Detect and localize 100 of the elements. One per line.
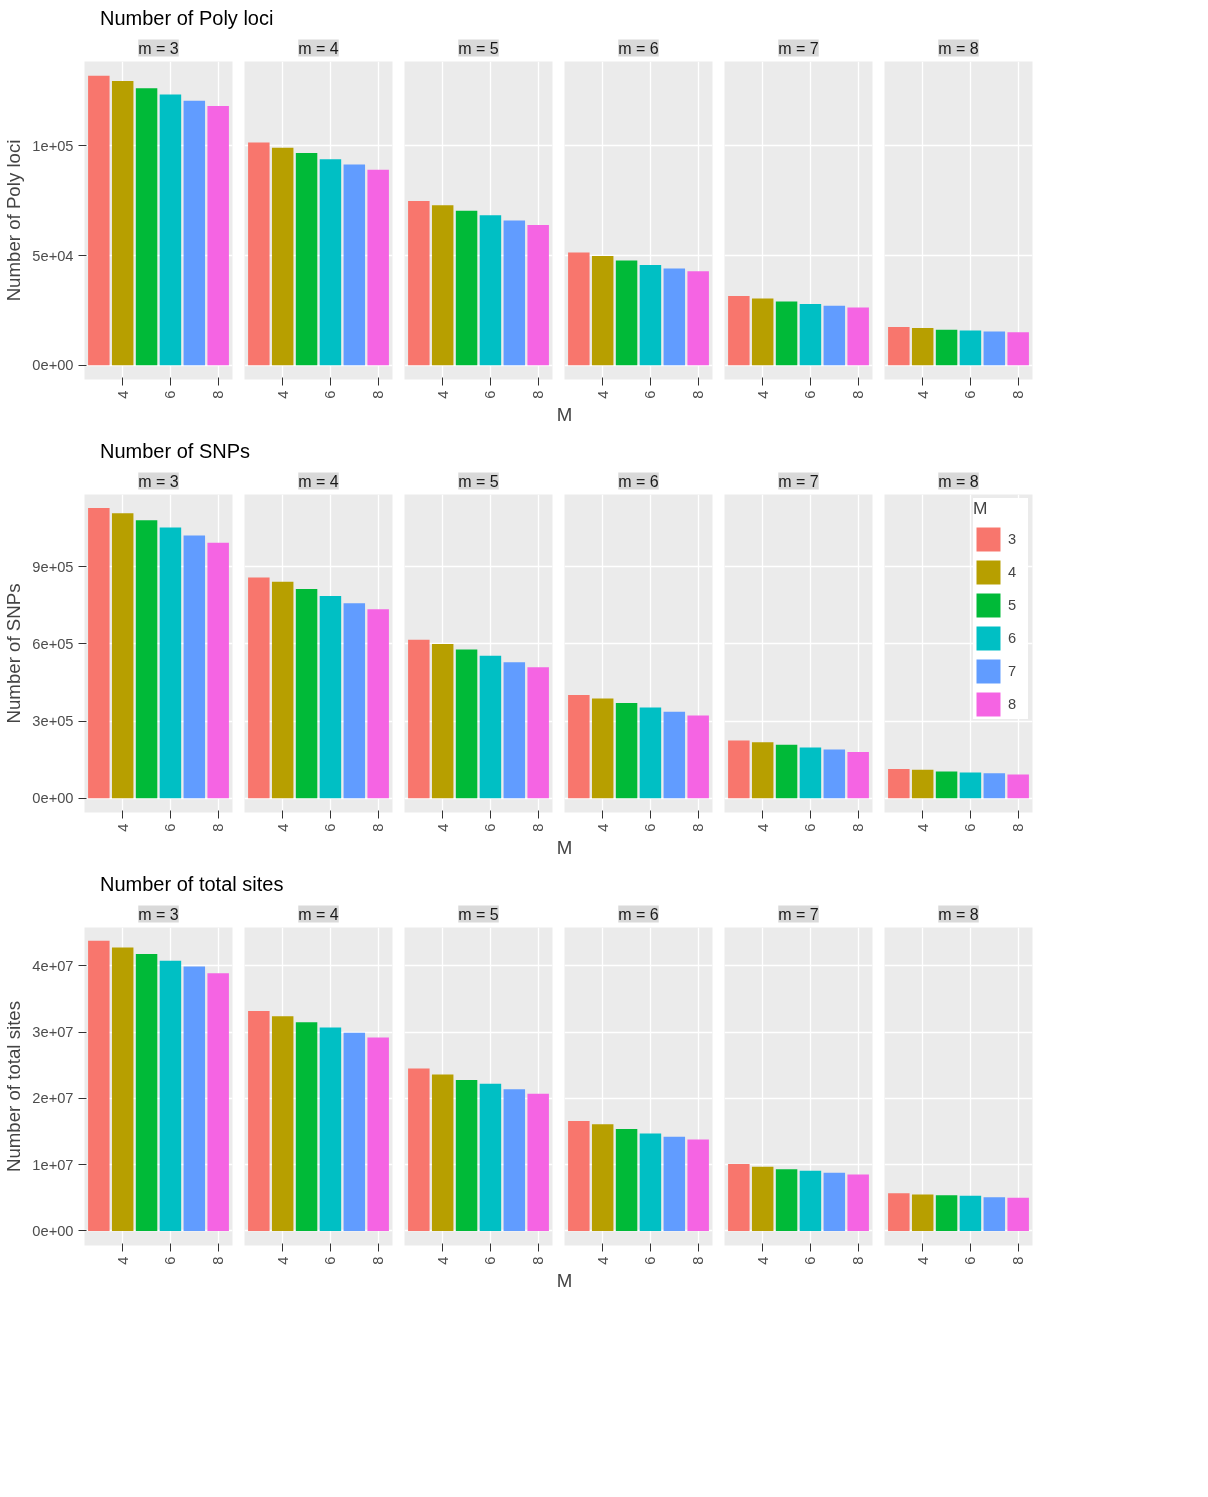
y-tick-label: 1e+05 bbox=[32, 137, 74, 154]
chart-subtitle: m = 8 bbox=[938, 472, 979, 490]
x-tick-label: 4 bbox=[594, 823, 611, 832]
bar bbox=[775, 301, 798, 366]
bar bbox=[639, 265, 662, 366]
x-tick-label: 8 bbox=[370, 1256, 387, 1265]
x-tick-label: 8 bbox=[850, 823, 867, 832]
x-tick-label: 6 bbox=[962, 390, 979, 399]
bar bbox=[319, 1027, 342, 1231]
y-tick-label: 1e+07 bbox=[32, 1156, 74, 1173]
x-tick-label: 4 bbox=[754, 390, 771, 399]
x-tick-label: 4 bbox=[914, 1256, 931, 1265]
legend-label: 8 bbox=[1008, 696, 1018, 712]
bar bbox=[728, 1164, 750, 1231]
bar bbox=[775, 1169, 798, 1231]
x-tick-label: 6 bbox=[162, 823, 179, 832]
bar bbox=[568, 695, 590, 799]
chart-subtitle: m = 6 bbox=[618, 905, 659, 923]
x-tick-label: 8 bbox=[210, 823, 227, 832]
chart-subtitle: m = 6 bbox=[618, 39, 659, 57]
bar bbox=[639, 707, 662, 799]
bar bbox=[639, 1133, 662, 1231]
bar bbox=[159, 527, 182, 799]
y-tick-label: 5e+04 bbox=[32, 247, 74, 264]
x-tick-label: 8 bbox=[370, 390, 387, 399]
bar bbox=[431, 205, 454, 366]
bar bbox=[319, 595, 342, 799]
bar bbox=[799, 1170, 822, 1231]
bar bbox=[367, 1037, 389, 1231]
bar bbox=[88, 507, 110, 799]
bar bbox=[663, 268, 686, 366]
bar bbox=[408, 639, 430, 799]
bar bbox=[847, 1174, 869, 1231]
bar bbox=[847, 307, 869, 366]
legend-label: 5 bbox=[1008, 597, 1018, 613]
chart-subtitle: m = 6 bbox=[618, 472, 659, 490]
x-tick-label: 4 bbox=[594, 1256, 611, 1265]
x-tick-label: 8 bbox=[1010, 390, 1027, 399]
bar bbox=[615, 260, 638, 366]
x-tick-label: 8 bbox=[530, 823, 547, 832]
x-tick-label: 6 bbox=[482, 823, 499, 832]
bar bbox=[295, 1022, 318, 1231]
x-tick-label: 8 bbox=[690, 823, 707, 832]
y-tick-label: 0e+00 bbox=[32, 790, 74, 807]
x-tick-label: 8 bbox=[690, 390, 707, 399]
bar bbox=[503, 662, 526, 799]
bar bbox=[591, 698, 614, 799]
bar bbox=[207, 542, 229, 799]
x-tick-label: 4 bbox=[914, 823, 931, 832]
bar bbox=[503, 1089, 526, 1231]
x-tick-label: 6 bbox=[642, 823, 659, 832]
bar bbox=[248, 1010, 270, 1231]
bar bbox=[568, 252, 590, 366]
bar bbox=[88, 75, 110, 366]
x-tick-label: 6 bbox=[162, 1256, 179, 1265]
bar bbox=[111, 513, 134, 799]
x-tick-label: 4 bbox=[594, 390, 611, 399]
bar bbox=[728, 295, 750, 366]
chart-subtitle: m = 5 bbox=[458, 39, 499, 57]
bar bbox=[615, 1128, 638, 1231]
chart-subtitle: m = 3 bbox=[138, 905, 179, 923]
legend-label: 6 bbox=[1008, 630, 1018, 646]
x-tick-label: 4 bbox=[274, 390, 291, 399]
legend-label: 3 bbox=[1008, 531, 1018, 547]
bar bbox=[799, 747, 822, 799]
chart-subtitle: m = 5 bbox=[458, 472, 499, 490]
x-axis-title: M bbox=[556, 1269, 573, 1291]
bar bbox=[687, 271, 709, 366]
y-tick-label: 6e+05 bbox=[32, 635, 74, 652]
bar bbox=[207, 973, 229, 1231]
bar bbox=[319, 159, 342, 366]
bar bbox=[568, 1120, 590, 1231]
x-tick-label: 6 bbox=[802, 390, 819, 399]
chart-title: Number of SNPs bbox=[100, 439, 251, 464]
bar bbox=[248, 577, 270, 799]
x-tick-label: 8 bbox=[1010, 823, 1027, 832]
chart-subtitle: m = 7 bbox=[778, 472, 819, 490]
bar bbox=[271, 1016, 294, 1231]
bar bbox=[823, 1172, 846, 1231]
bar bbox=[503, 220, 526, 366]
bar bbox=[479, 1083, 502, 1231]
bar bbox=[687, 1139, 709, 1231]
x-tick-label: 8 bbox=[530, 390, 547, 399]
x-axis-title: M bbox=[556, 403, 573, 425]
bar bbox=[663, 1136, 686, 1231]
x-tick-label: 6 bbox=[802, 823, 819, 832]
bar bbox=[183, 100, 206, 366]
x-tick-label: 4 bbox=[114, 390, 131, 399]
y-tick-label: 3e+05 bbox=[32, 713, 74, 730]
x-tick-label: 4 bbox=[114, 1256, 131, 1265]
x-tick-label: 6 bbox=[162, 390, 179, 399]
bar bbox=[455, 1079, 478, 1231]
bar bbox=[687, 715, 709, 799]
bar bbox=[343, 1032, 366, 1231]
bar bbox=[135, 954, 158, 1231]
x-tick-label: 8 bbox=[850, 1256, 867, 1265]
bar bbox=[295, 152, 318, 366]
y-tick-label: 0e+00 bbox=[32, 357, 74, 374]
bar bbox=[135, 88, 158, 366]
y-axis-title: Number of Poly loci bbox=[3, 139, 25, 302]
